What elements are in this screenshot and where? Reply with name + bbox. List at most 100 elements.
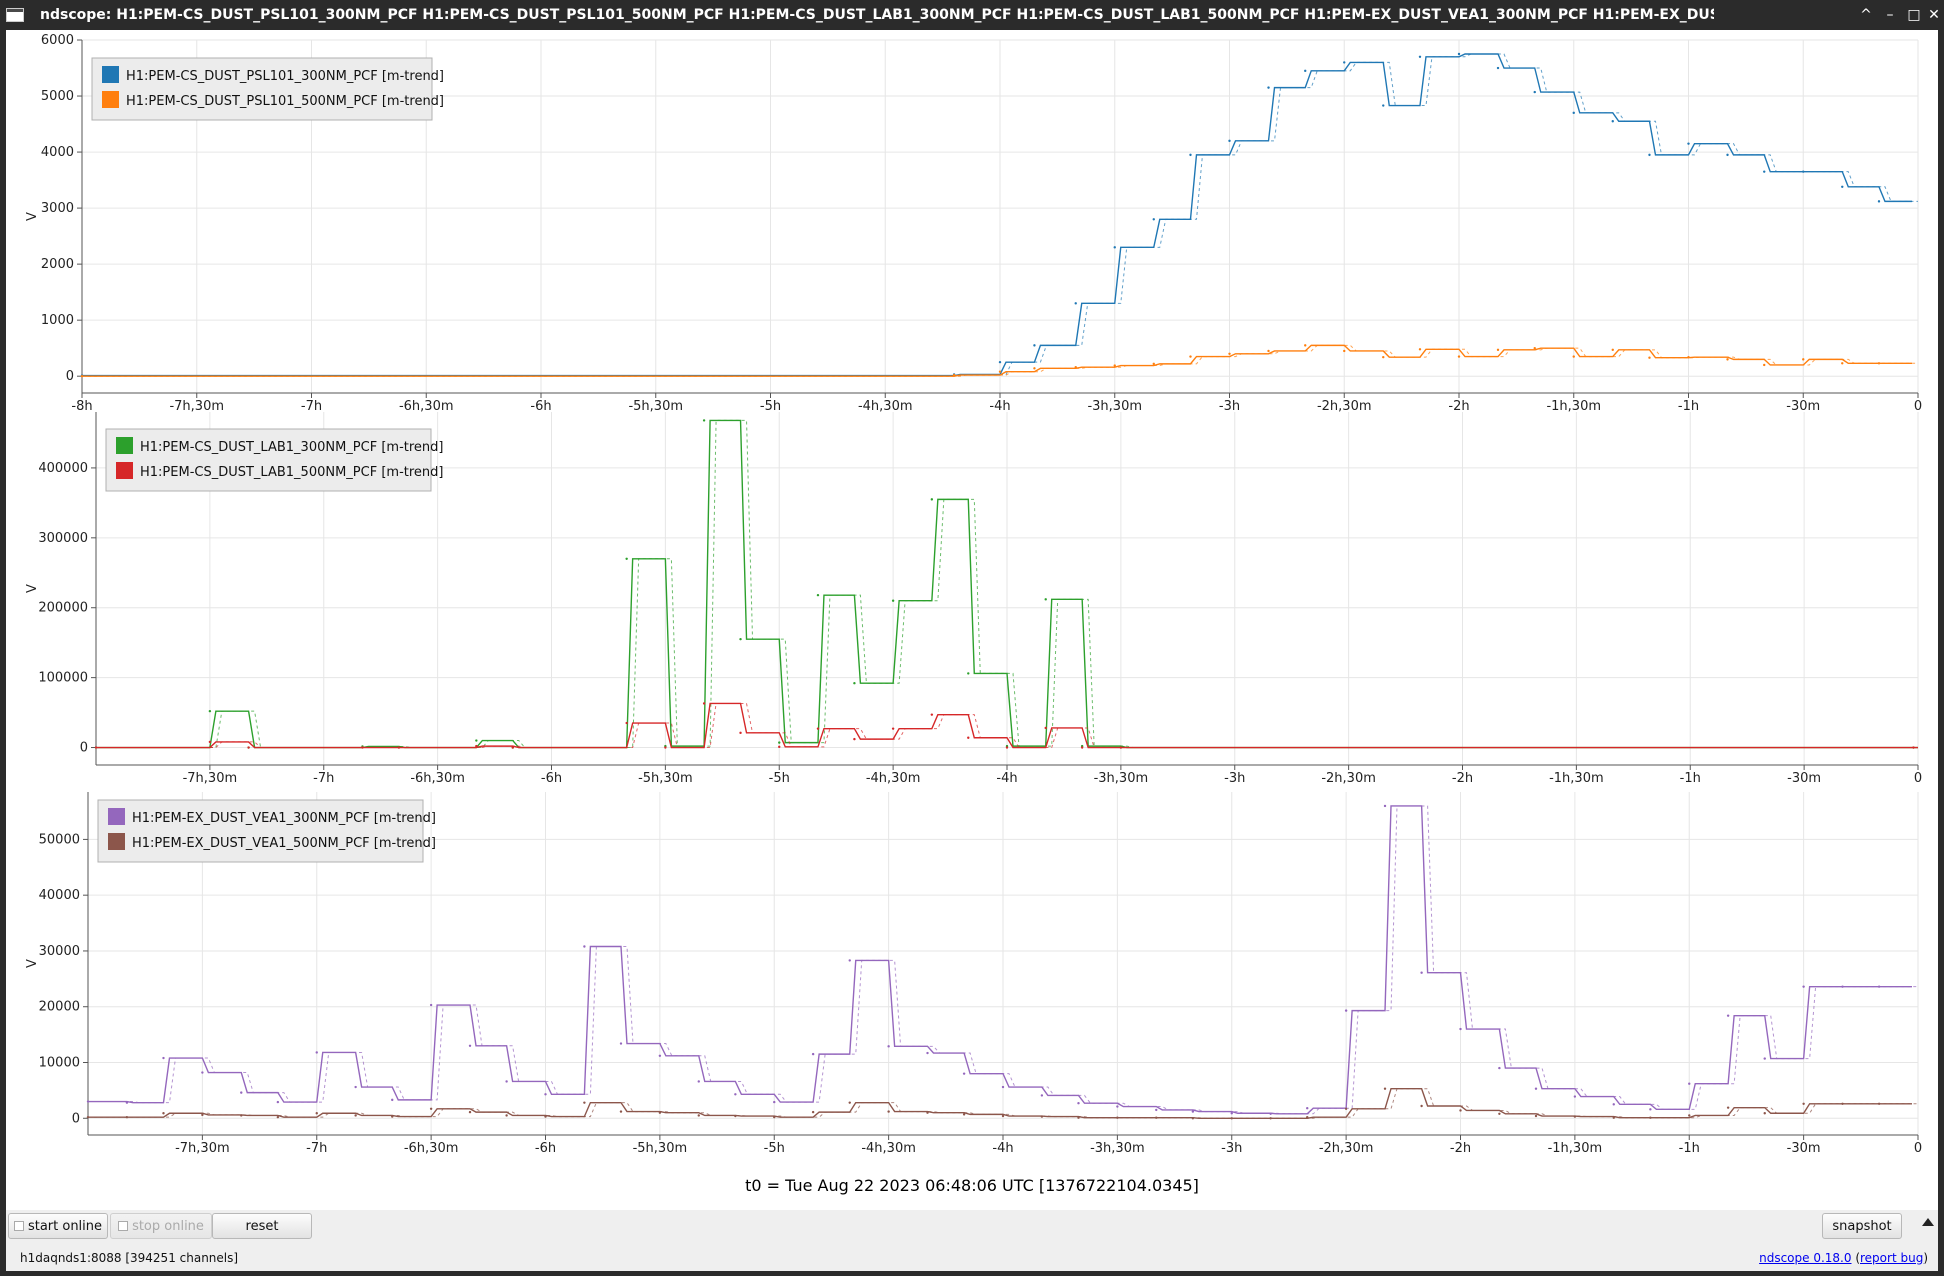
series-2 xyxy=(86,1087,1918,1120)
y-tick-label: 40000 xyxy=(39,888,80,903)
x-tick-label: 0 xyxy=(1914,1141,1922,1156)
data-point xyxy=(361,746,364,749)
x-tick-label: -1h xyxy=(1678,399,1699,414)
data-point xyxy=(429,1003,433,1007)
data-point xyxy=(94,746,98,749)
data-point xyxy=(1074,366,1077,369)
x-tick-label: -30m xyxy=(1787,771,1821,786)
minimize-button[interactable]: – xyxy=(1886,7,1894,23)
snapshot-button[interactable]: snapshot xyxy=(1822,1213,1902,1239)
data-point xyxy=(697,1080,700,1083)
window-frame-bottom xyxy=(0,1271,1944,1276)
start-online-button[interactable]: start online xyxy=(8,1213,108,1239)
data-point xyxy=(1269,1117,1272,1120)
close-button[interactable]: ✕ xyxy=(1928,7,1940,23)
y-tick-label: 50000 xyxy=(39,832,80,847)
data-point xyxy=(1688,1082,1691,1085)
data-point xyxy=(1763,170,1766,173)
data-point xyxy=(1044,726,1047,730)
x-tick-label: -2h,30m xyxy=(1317,399,1372,414)
series-line xyxy=(88,1088,1912,1119)
maximize-button[interactable]: □ xyxy=(1907,7,1921,23)
data-point xyxy=(1080,746,1084,749)
data-point xyxy=(816,593,820,597)
legend-label: H1:PEM-CS_DUST_LAB1_300NM_PCF [m-trend] xyxy=(140,440,443,455)
version-link[interactable]: ndscope 0.18.0 xyxy=(1759,1251,1852,1265)
data-point xyxy=(475,744,478,748)
data-point xyxy=(1877,985,1881,988)
data-point xyxy=(1044,598,1047,601)
data-point xyxy=(1189,153,1192,157)
legend-swatch xyxy=(116,437,133,454)
legend-box xyxy=(105,428,432,492)
data-point xyxy=(1763,1112,1766,1115)
data-point xyxy=(1228,352,1231,355)
collapse-arrow-icon[interactable] xyxy=(1922,1218,1934,1226)
x-tick-label: -7h,30m xyxy=(175,1141,230,1156)
data-point xyxy=(1573,1095,1577,1098)
data-point xyxy=(619,1042,623,1045)
series-line-shadow xyxy=(88,344,1918,377)
data-point xyxy=(1033,367,1036,370)
y-tick-label: 3000 xyxy=(41,201,74,216)
y-tick-label: 100000 xyxy=(38,671,88,686)
data-point xyxy=(1572,111,1575,115)
data-point xyxy=(1228,139,1231,143)
data-point xyxy=(1383,1087,1387,1090)
data-point xyxy=(1841,985,1844,988)
data-point xyxy=(1191,1117,1195,1120)
server-status: h1daqnds1:8088 [394251 channels] xyxy=(20,1251,239,1265)
data-point xyxy=(1040,1094,1044,1097)
x-tick-label: -30m xyxy=(1787,1141,1821,1156)
x-tick-label: -1h,30m xyxy=(1549,771,1604,786)
status-bar: h1daqnds1:8088 [394251 channels] ndscope… xyxy=(6,1246,1938,1271)
data-point xyxy=(429,1107,433,1110)
series-1 xyxy=(94,419,1918,749)
data-point xyxy=(998,370,1002,373)
data-point xyxy=(544,1115,547,1118)
data-point xyxy=(1074,302,1077,305)
data-point xyxy=(930,498,934,501)
data-point xyxy=(962,1113,966,1116)
data-point xyxy=(891,727,895,730)
x-tick-label: -5h xyxy=(760,399,781,414)
data-point xyxy=(276,1115,280,1119)
data-point xyxy=(1383,804,1387,808)
x-tick-label: -4h,30m xyxy=(858,399,913,414)
data-point xyxy=(391,1115,394,1118)
y-tick-label: 0 xyxy=(80,741,88,756)
data-point xyxy=(816,727,820,730)
data-point xyxy=(778,741,781,744)
reset-button[interactable]: reset xyxy=(212,1213,312,1239)
data-point xyxy=(1191,1110,1195,1113)
app-window-icon[interactable] xyxy=(6,8,24,22)
legend-label: H1:PEM-EX_DUST_VEA1_500NM_PCF [m-trend] xyxy=(132,836,436,851)
y-tick-label: 10000 xyxy=(39,1055,80,1070)
y-tick-label: 5000 xyxy=(41,89,74,104)
data-point xyxy=(583,1101,586,1104)
data-point xyxy=(1344,1107,1348,1110)
data-point xyxy=(1459,1109,1462,1112)
x-tick-label: -4h,30m xyxy=(861,1141,916,1156)
data-point xyxy=(853,737,856,741)
data-point xyxy=(625,557,628,560)
data-point xyxy=(891,599,895,602)
data-point xyxy=(1534,1087,1538,1090)
data-point xyxy=(276,1100,280,1104)
data-point xyxy=(778,745,781,749)
data-point xyxy=(201,1113,204,1117)
keep-above-button[interactable]: ^ xyxy=(1860,7,1872,23)
data-point xyxy=(1912,746,1915,749)
stop-online-button[interactable]: stop online xyxy=(110,1213,212,1239)
legend-label: H1:PEM-CS_DUST_LAB1_500NM_PCF [m-trend] xyxy=(140,465,443,480)
report-bug-link[interactable]: report bug xyxy=(1860,1251,1924,1265)
data-point xyxy=(201,1071,204,1074)
x-tick-label: -4h,30m xyxy=(866,771,921,786)
data-point xyxy=(1267,349,1270,353)
data-point xyxy=(86,1115,90,1119)
series-2 xyxy=(80,344,1918,378)
data-point xyxy=(1155,1116,1158,1119)
data-point xyxy=(1459,1027,1462,1031)
y-tick-label: 0 xyxy=(72,1111,80,1126)
